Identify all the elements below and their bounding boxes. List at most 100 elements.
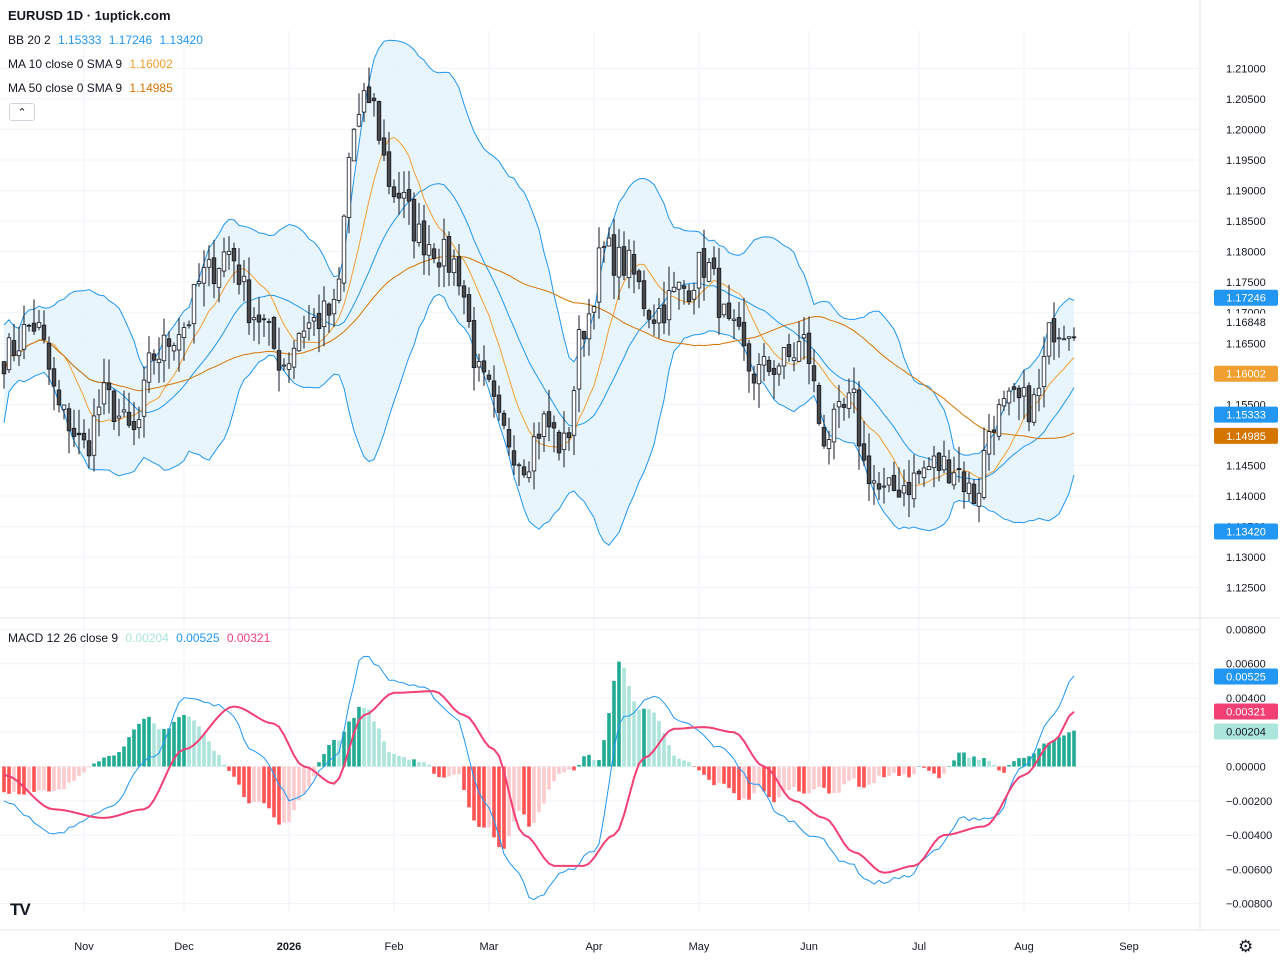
candle-body[interactable] [281, 364, 287, 367]
candle-body[interactable] [991, 429, 997, 433]
candle-body[interactable] [681, 285, 687, 289]
candle-body[interactable] [901, 485, 907, 494]
candle-body[interactable] [476, 361, 482, 368]
candle-body[interactable] [11, 340, 17, 356]
candle-body[interactable] [1061, 338, 1067, 341]
collapse-legend-button[interactable]: ⌃ [9, 103, 35, 121]
candle-body[interactable] [956, 468, 962, 470]
candle-body[interactable] [1, 361, 7, 375]
candle-body[interactable] [751, 373, 757, 384]
candle-body[interactable] [691, 289, 697, 300]
candle-body[interactable] [271, 317, 277, 349]
candle-body[interactable] [311, 317, 317, 322]
candle-body[interactable] [856, 389, 862, 447]
candle-body[interactable] [766, 359, 772, 372]
candle-body[interactable] [451, 258, 457, 274]
candle-body[interactable] [461, 285, 467, 298]
candle-body[interactable] [1071, 336, 1077, 339]
candle-body[interactable] [606, 237, 612, 247]
candle-body[interactable] [841, 404, 847, 408]
candle-body[interactable] [291, 347, 297, 368]
candle-body[interactable] [51, 368, 57, 387]
ma50-legend[interactable]: MA 50 close 0 SMA 9 1.14985 [8, 81, 177, 95]
candle-body[interactable] [356, 114, 362, 127]
candle-body[interactable] [141, 379, 147, 417]
bb-legend[interactable]: BB 20 2 1.15333 1.17246 1.13420 [8, 33, 207, 47]
candle-body[interactable] [301, 330, 307, 338]
candle-body[interactable] [246, 279, 252, 324]
candle-body[interactable] [521, 466, 527, 476]
candle-body[interactable] [906, 482, 912, 496]
candle-body[interactable] [916, 470, 922, 475]
candle-body[interactable] [386, 151, 392, 187]
candle-body[interactable] [331, 299, 337, 315]
candle-body[interactable] [926, 466, 932, 471]
candle-body[interactable] [236, 264, 242, 285]
candle-body[interactable] [631, 254, 637, 275]
candle-body[interactable] [26, 324, 32, 327]
candle-body[interactable] [16, 350, 22, 357]
candle-body[interactable] [316, 312, 322, 330]
candle-body[interactable] [46, 342, 52, 370]
candle-body[interactable] [121, 409, 127, 413]
candle-body[interactable] [506, 429, 512, 448]
candle-body[interactable] [1006, 390, 1012, 404]
candle-body[interactable] [966, 482, 972, 495]
candle-body[interactable] [126, 411, 132, 426]
candle-body[interactable] [91, 415, 97, 456]
candle-body[interactable] [546, 411, 552, 428]
candle-body[interactable] [471, 320, 477, 369]
candle-body[interactable] [921, 467, 927, 479]
candle-body[interactable] [1066, 336, 1072, 339]
candle-body[interactable] [266, 321, 272, 324]
candle-body[interactable] [986, 431, 992, 455]
candle-body[interactable] [21, 324, 27, 350]
candle-body[interactable] [891, 474, 897, 491]
candle-body[interactable] [31, 322, 37, 332]
candle-body[interactable] [1026, 385, 1032, 423]
candle-body[interactable] [861, 443, 867, 461]
candle-body[interactable] [591, 306, 597, 313]
candle-body[interactable] [101, 382, 107, 405]
candle-body[interactable] [961, 471, 967, 493]
candle-body[interactable] [686, 290, 692, 302]
ma10-legend[interactable]: MA 10 close 0 SMA 9 1.16002 [8, 57, 177, 71]
candle-body[interactable] [81, 432, 87, 441]
candle-body[interactable] [396, 192, 402, 199]
candle-body[interactable] [56, 389, 62, 406]
candle-body[interactable] [391, 186, 397, 198]
candle-body[interactable] [756, 364, 762, 385]
candle-body[interactable] [936, 452, 942, 471]
candle-body[interactable] [111, 390, 117, 422]
candle-body[interactable] [231, 248, 237, 262]
candle-body[interactable] [1011, 386, 1017, 390]
candle-body[interactable] [726, 302, 732, 319]
candle-body[interactable] [716, 267, 722, 318]
candle-body[interactable] [646, 310, 652, 320]
candle-body[interactable] [1041, 356, 1047, 388]
candle-body[interactable] [196, 281, 202, 285]
candle-body[interactable] [136, 419, 142, 429]
candle-body[interactable] [261, 318, 267, 321]
candle-body[interactable] [846, 392, 852, 409]
candle-body[interactable] [501, 412, 507, 426]
candle-body[interactable] [376, 101, 382, 141]
macd-legend[interactable]: MACD 12 26 close 9 0.00204 0.00525 0.003… [8, 631, 274, 645]
candle-body[interactable] [616, 246, 622, 278]
candle-body[interactable] [426, 244, 432, 256]
candle-body[interactable] [976, 492, 982, 507]
candle-body[interactable] [571, 390, 577, 436]
candle-body[interactable] [256, 314, 262, 323]
gear-icon[interactable]: ⚙ [1238, 937, 1254, 956]
candle-body[interactable] [346, 157, 352, 218]
candle-body[interactable] [66, 408, 72, 432]
candle-body[interactable] [371, 97, 377, 102]
candle-body[interactable] [781, 347, 787, 367]
candle-body[interactable] [741, 321, 747, 347]
candle-body[interactable] [886, 477, 892, 486]
candle-body[interactable] [806, 332, 812, 365]
candle-body[interactable] [1056, 337, 1062, 340]
candle-body[interactable] [131, 421, 137, 431]
candle-body[interactable] [641, 280, 647, 310]
candle-body[interactable] [706, 261, 712, 282]
